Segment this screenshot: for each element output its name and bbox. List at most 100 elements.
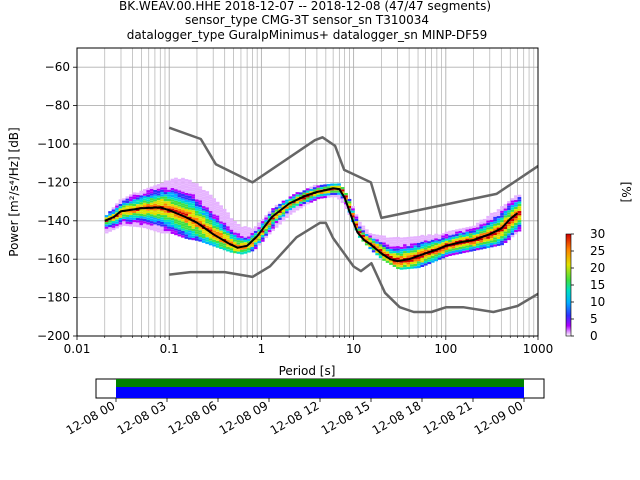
density-cell <box>413 259 418 262</box>
density-cell <box>493 228 498 231</box>
density-cell <box>191 217 196 220</box>
density-cell <box>104 226 109 229</box>
density-cell <box>142 191 147 194</box>
median-line <box>104 187 519 263</box>
density-cell <box>420 260 425 263</box>
density-cell <box>274 216 279 219</box>
density-cell <box>115 205 119 208</box>
density-cell <box>285 199 289 202</box>
density-cell <box>177 222 182 225</box>
density-cell <box>212 214 217 217</box>
density-cell <box>403 262 407 265</box>
density-cell <box>122 214 126 217</box>
density-cell <box>517 224 522 227</box>
density-cell <box>354 218 359 222</box>
noise-models <box>168 126 538 314</box>
density-cell <box>205 225 210 228</box>
density-cell <box>510 202 515 205</box>
density-cell <box>222 215 227 218</box>
density-cell <box>205 207 210 210</box>
density-cell <box>212 223 217 226</box>
density-cell <box>500 242 504 246</box>
density-cell <box>455 236 459 239</box>
density-cell <box>458 230 463 234</box>
density-cell <box>403 248 407 251</box>
density-cell <box>170 231 175 234</box>
colorbar-tick-label: 15 <box>590 278 605 292</box>
density-cell <box>441 242 445 245</box>
density-cell <box>396 257 400 260</box>
density-cell <box>416 245 421 248</box>
density-cell <box>191 237 196 241</box>
density-cell <box>396 248 400 251</box>
title-line-1: BK.WEAV.00.HHE 2018-12-07 -- 2018-12-08 … <box>119 0 491 13</box>
density-cell <box>167 189 171 192</box>
density-cell <box>441 249 445 252</box>
density-cell <box>160 196 164 199</box>
density-cell <box>236 251 241 254</box>
density-cell <box>416 252 421 255</box>
density-cell <box>212 216 217 219</box>
density-cell <box>493 223 498 226</box>
density-cell <box>236 233 241 236</box>
density-cell <box>271 217 275 220</box>
density-cell <box>333 183 338 186</box>
density-cell <box>382 237 387 241</box>
density-cell <box>191 212 196 215</box>
density-cell <box>448 249 452 252</box>
density-cell <box>236 235 241 238</box>
density-cell <box>281 205 286 208</box>
density-cell <box>302 199 307 202</box>
density-cell <box>149 223 154 226</box>
density-cell <box>389 248 393 252</box>
density-cell <box>118 199 123 202</box>
density-cell <box>142 198 147 201</box>
density-cell <box>496 232 501 235</box>
density-cell <box>472 246 477 249</box>
density-cell <box>465 231 470 234</box>
coverage-tick-label: 12-08 09 <box>217 398 271 437</box>
density-cell <box>111 214 116 217</box>
density-cell <box>448 239 452 243</box>
density-cell <box>260 223 265 226</box>
density-cell <box>361 232 366 235</box>
density-cell <box>146 213 151 216</box>
density-cell <box>444 252 449 255</box>
density-cell <box>503 236 508 239</box>
density-cell <box>482 221 487 224</box>
density-cell <box>129 219 133 222</box>
density-cell <box>344 204 348 207</box>
density-cell <box>507 237 511 241</box>
density-cell <box>201 203 206 206</box>
density-cell <box>160 210 164 213</box>
density-cell <box>503 229 508 232</box>
density-cell <box>160 219 164 222</box>
density-cell <box>167 226 171 229</box>
density-cell <box>163 215 168 218</box>
density-cell <box>226 217 230 220</box>
density-cell <box>500 215 504 218</box>
density-cell <box>382 235 387 238</box>
density-cell <box>468 244 473 248</box>
density-cell <box>174 179 178 183</box>
density-cell <box>156 193 161 196</box>
density-cell <box>233 244 237 247</box>
density-cell <box>243 251 248 254</box>
density-cell <box>264 231 269 234</box>
density-cell <box>378 253 383 256</box>
density-cell <box>406 253 411 256</box>
density-cell <box>514 206 518 210</box>
density-cell <box>139 209 144 212</box>
density-cell <box>437 252 442 256</box>
density-cell <box>444 254 449 257</box>
density-cell <box>118 201 123 204</box>
density-cell <box>160 203 164 206</box>
density-cell <box>462 239 466 242</box>
density-cell <box>441 251 445 254</box>
density-cell <box>295 194 300 197</box>
density-cell <box>243 228 248 231</box>
x-tick-label: 1000 <box>523 342 554 356</box>
density-cell <box>468 242 473 245</box>
density-cell <box>267 232 272 235</box>
density-cell <box>215 229 220 232</box>
